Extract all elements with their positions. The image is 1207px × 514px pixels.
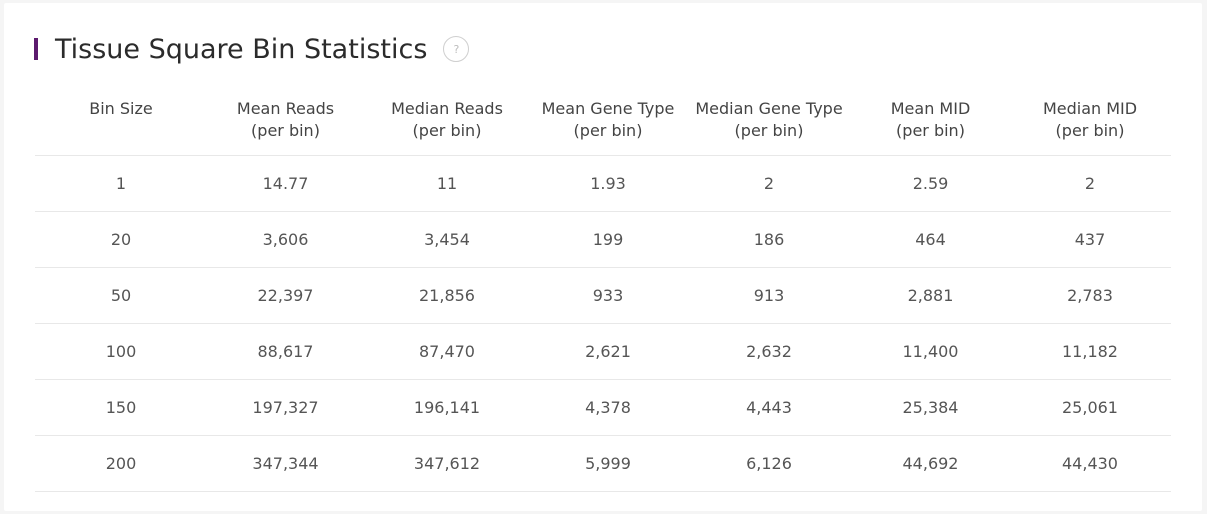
column-header-unit: (per bin) (573, 121, 643, 140)
table-cell: 11,182 (1009, 323, 1171, 380)
table-cell: 44,692 (852, 435, 1009, 492)
column-header-unit: (per bin) (896, 121, 965, 140)
table-cell: 197,327 (207, 379, 364, 436)
table-row: 150 197,327 196,141 4,378 4,443 25,384 25,061 (35, 379, 1171, 436)
column-header: Mean Gene Type (per bin) (530, 88, 686, 156)
statistics-card: Tissue Square Bin Statistics ? Bin Size M… (4, 3, 1202, 511)
table-cell: 347,612 (364, 435, 530, 492)
column-header-unit: (per bin) (734, 121, 804, 140)
table-header-row: Bin Size Mean Reads (per bin) Median Reads (… (35, 88, 1171, 156)
table-cell: 11 (364, 155, 530, 212)
table-cell: 5,999 (530, 435, 686, 492)
table-cell: 2 (1009, 155, 1171, 212)
column-header: Median Reads (per bin) (364, 88, 530, 156)
table-cell: 2 (686, 155, 852, 212)
column-header-unit: (per bin) (412, 121, 482, 140)
table-cell: 199 (530, 211, 686, 268)
table-cell: 3,454 (364, 211, 530, 268)
column-header-label: Mean Gene Type (541, 99, 675, 118)
column-header: Mean MID (per bin) (852, 88, 1009, 156)
table-cell: 196,141 (364, 379, 530, 436)
table-cell: 21,856 (364, 267, 530, 324)
table-cell: 100 (35, 323, 207, 380)
table-row: 100 88,617 87,470 2,621 2,632 11,400 11,182 (35, 323, 1171, 380)
table-cell: 87,470 (364, 323, 530, 380)
table-cell: 2,632 (686, 323, 852, 380)
table-cell: 2,881 (852, 267, 1009, 324)
table-cell: 347,344 (207, 435, 364, 492)
table-row: 20 3,606 3,454 199 186 464 437 (35, 211, 1171, 268)
table-cell: 6,126 (686, 435, 852, 492)
table-cell: 44,430 (1009, 435, 1171, 492)
column-header-unit: (per bin) (251, 121, 320, 140)
table-cell: 20 (35, 211, 207, 268)
table-cell: 2,783 (1009, 267, 1171, 324)
title-accent-bar (34, 38, 38, 60)
help-icon[interactable]: ? (443, 36, 470, 62)
table-cell: 2,621 (530, 323, 686, 380)
column-header: Median MID (per bin) (1009, 88, 1171, 156)
table-cell: 25,384 (852, 379, 1009, 436)
column-header-label: Median MID (1042, 99, 1138, 118)
table-cell: 933 (530, 267, 686, 324)
bin-statistics-table: Bin Size Mean Reads (per bin) Median Reads (… (35, 88, 1171, 492)
page-title: Tissue Square Bin Statistics (55, 33, 428, 65)
column-header: Bin Size (35, 88, 207, 156)
table-cell: 186 (686, 211, 852, 268)
column-header-label: Mean MID (890, 99, 971, 118)
table-cell: 11,400 (852, 323, 1009, 380)
column-header: Mean Reads (per bin) (207, 88, 364, 156)
table-cell: 437 (1009, 211, 1171, 268)
column-header-label: Median Reads (391, 99, 503, 118)
table-cell: 4,443 (686, 379, 852, 436)
table-cell: 150 (35, 379, 207, 436)
table-cell: 1 (35, 155, 207, 212)
table-cell: 88,617 (207, 323, 364, 380)
table-cell: 50 (35, 267, 207, 324)
table-cell: 913 (686, 267, 852, 324)
section-header: Tissue Square Bin Statistics ? (34, 31, 470, 67)
table-cell: 14.77 (207, 155, 364, 212)
column-header-unit: (per bin) (1055, 121, 1125, 140)
column-header-label: Mean Reads (236, 99, 335, 118)
table-row: 50 22,397 21,856 933 913 2,881 2,783 (35, 267, 1171, 324)
column-header-label: Median Gene Type (695, 99, 843, 118)
table-cell: 4,378 (530, 379, 686, 436)
table-cell: 1.93 (530, 155, 686, 212)
table-row: 200 347,344 347,612 5,999 6,126 44,692 44,430 (35, 435, 1171, 492)
table-row: 1 14.77 11 1.93 2 2.59 2 (35, 155, 1171, 212)
table-cell: 200 (35, 435, 207, 492)
table-cell: 464 (852, 211, 1009, 268)
table-cell: 3,606 (207, 211, 364, 268)
table-cell: 22,397 (207, 267, 364, 324)
column-header: Median Gene Type (per bin) (686, 88, 852, 156)
table-cell: 25,061 (1009, 379, 1171, 436)
table-cell: 2.59 (852, 155, 1009, 212)
table-body: 1 14.77 11 1.93 2 2.59 2 20 3,606 3,454 199 186 464 4… (35, 155, 1171, 492)
column-header-label: Bin Size (89, 99, 153, 118)
